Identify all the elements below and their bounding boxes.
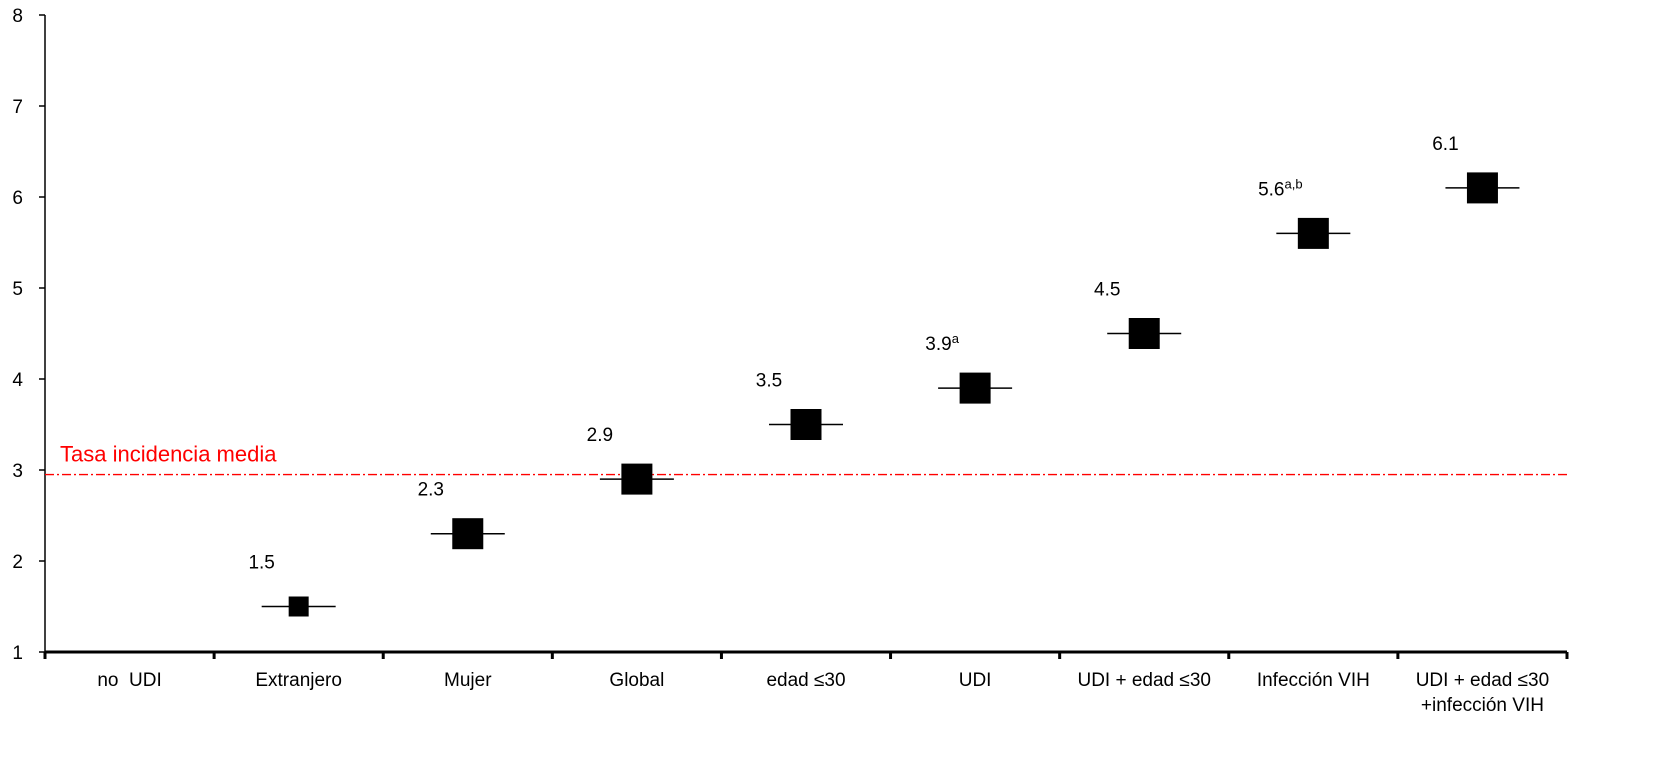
data-label-value: 6.1	[1432, 134, 1458, 155]
point-marker	[1466, 172, 1498, 204]
y-tick-label: 4	[12, 370, 23, 391]
data-label: 6.1	[1432, 134, 1458, 155]
x-tick-label-line: +infección VIH	[1421, 695, 1544, 716]
x-tick-label-line: Mujer	[444, 670, 492, 691]
data-label-value: 4.5	[1094, 280, 1120, 301]
y-tick-label: 8	[12, 6, 23, 27]
x-tick-label: Infección VIH	[1257, 670, 1370, 691]
x-tick-label-line: edad ≤30	[766, 670, 845, 691]
x-tick-label: UDI + edad ≤30 +infección VIH	[1416, 670, 1549, 716]
x-tick-label-line: UDI + edad ≤30	[1416, 670, 1549, 691]
x-tick-label-line: UDI + edad ≤30	[1077, 670, 1210, 691]
x-tick-label: Extranjero	[255, 670, 342, 691]
x-tick-label-line: UDI	[959, 670, 992, 691]
y-tick-label: 1	[12, 643, 23, 664]
point-marker	[621, 463, 653, 495]
data-label-value: 3.9	[925, 334, 951, 355]
data-label-value: 3.5	[756, 371, 782, 392]
axes: 1 2 3 4 5 6 7 8 no UDI Extranjero Mujer Global edad …	[12, 6, 1569, 716]
data-label-value: 2.9	[587, 425, 613, 446]
x-tick-label: edad ≤30	[766, 670, 845, 691]
data-marks: 1.5 2.3 2.9 3.5 3.9a 4.5 5.6a,b 6.1	[248, 134, 1520, 617]
x-tick-label: Global	[609, 670, 664, 691]
y-tick-label: 2	[12, 552, 23, 573]
x-tick-label: Mujer	[444, 670, 492, 691]
x-tick-label: UDI + edad ≤30	[1077, 670, 1210, 691]
x-tick-label: no UDI	[97, 670, 161, 691]
data-label-superscript: a,b	[1285, 176, 1303, 191]
data-label-value: 5.6	[1258, 179, 1284, 200]
y-tick-label: 7	[12, 97, 23, 118]
y-tick-label: 3	[12, 461, 23, 482]
data-label: 3.5	[756, 371, 782, 392]
data-label: 3.9a	[925, 331, 959, 355]
data-label: 4.5	[1094, 280, 1120, 301]
y-tick-label: 6	[12, 188, 23, 209]
point-marker	[1297, 217, 1329, 249]
point-marker	[790, 409, 822, 440]
data-label-superscript: a	[952, 331, 960, 346]
x-tick-label-line: Extranjero	[255, 670, 342, 691]
x-tick-label-line: Infección VIH	[1257, 670, 1370, 691]
point-marker	[288, 596, 309, 617]
point-marker	[452, 518, 484, 550]
data-label-value: 1.5	[248, 553, 274, 574]
point-marker	[1128, 318, 1160, 349]
reference-line-label: Tasa incidencia media	[60, 442, 277, 467]
data-label-value: 2.3	[418, 480, 444, 501]
x-tick-label: UDI	[959, 670, 992, 691]
y-tick-label: 5	[12, 279, 23, 300]
data-label: 1.5	[248, 553, 274, 574]
data-label: 2.3	[418, 480, 444, 501]
x-tick-label-line: Global	[609, 670, 664, 691]
point-marker	[959, 372, 991, 404]
data-label: 2.9	[587, 425, 613, 446]
reference-line-group: Tasa incidencia media	[45, 442, 1567, 476]
data-label: 5.6a,b	[1258, 176, 1303, 200]
x-tick-label-line: no UDI	[97, 670, 161, 691]
